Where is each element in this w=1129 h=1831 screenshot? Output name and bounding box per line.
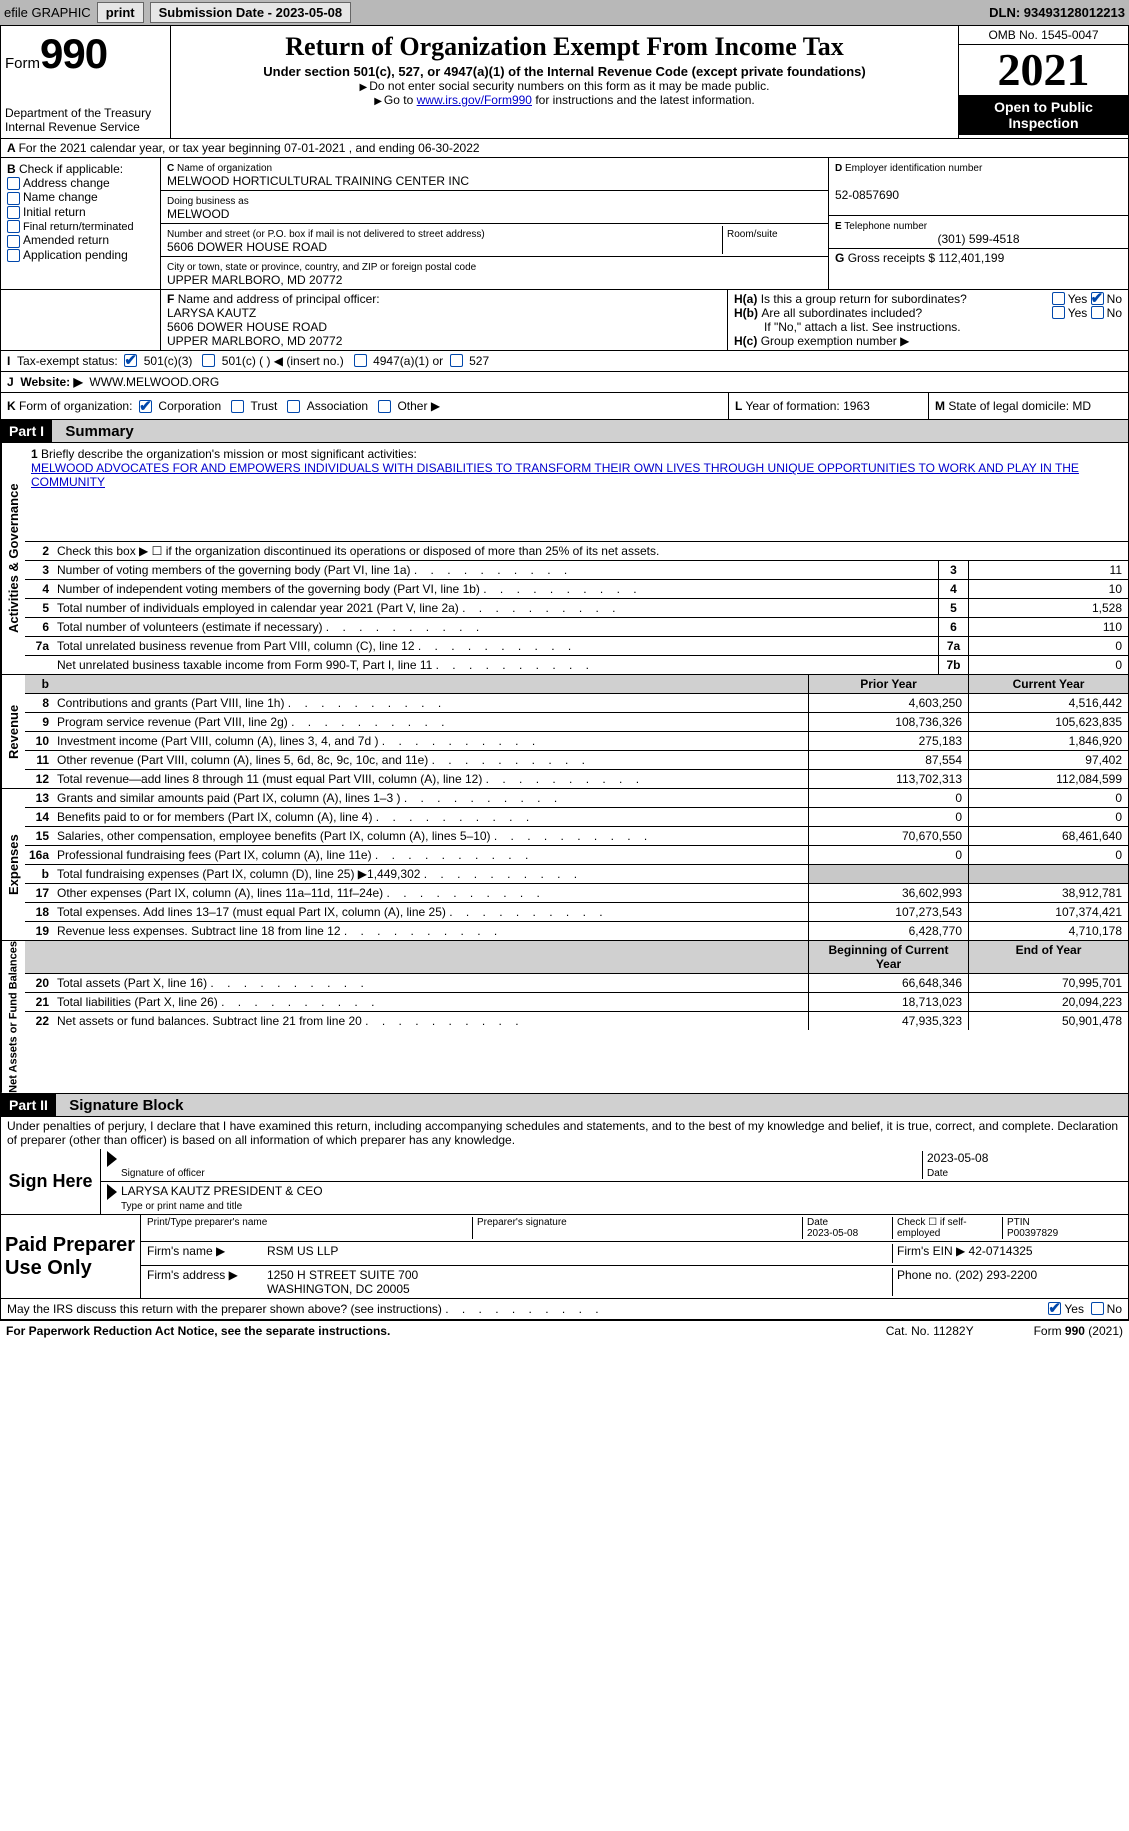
part2-badge: Part II xyxy=(1,1094,56,1116)
sign-here-label: Sign Here xyxy=(1,1149,101,1214)
phone: (301) 599-4518 xyxy=(835,232,1122,246)
chk-initial[interactable]: Initial return xyxy=(23,205,86,219)
ptin: PTIN P00397829 xyxy=(1002,1217,1122,1239)
part1-title: Summary xyxy=(55,423,133,440)
section-a: A For the 2021 calendar year, or tax yea… xyxy=(0,139,1129,158)
discuss-yes[interactable] xyxy=(1048,1302,1061,1315)
vlabel-rev: Revenue xyxy=(1,675,25,788)
form-header: Form990 Department of the Treasury Inter… xyxy=(0,25,1129,139)
part1-badge: Part I xyxy=(1,420,52,442)
top-toolbar: efile GRAPHIC print Submission Date - 20… xyxy=(0,0,1129,25)
chk-name[interactable]: Name change xyxy=(23,190,98,204)
col-prior: Prior Year xyxy=(808,675,968,693)
irs-link[interactable]: www.irs.gov/Form990 xyxy=(417,93,532,107)
mission-text: MELWOOD ADVOCATES FOR AND EMPOWERS INDIV… xyxy=(31,461,1122,489)
domicile: MD xyxy=(1072,399,1091,413)
preparer-label: Paid Preparer Use Only xyxy=(1,1215,141,1298)
ein: 52-0857690 xyxy=(835,188,899,202)
ha-no[interactable] xyxy=(1091,292,1104,305)
website: WWW.MELWOOD.ORG xyxy=(89,375,219,389)
section-fh: F Name and address of principal officer:… xyxy=(0,290,1129,351)
dept-label: Department of the Treasury Internal Reve… xyxy=(5,106,166,134)
efile-label: efile GRAPHIC xyxy=(4,5,91,20)
chk-address[interactable]: Address change xyxy=(23,176,110,190)
dln: DLN: 93493128012213 xyxy=(989,5,1125,20)
summary-expenses: Expenses 13Grants and similar amounts pa… xyxy=(0,789,1129,941)
section-b-label: Check if applicable: xyxy=(19,162,123,176)
perjury-text: Under penalties of perjury, I declare th… xyxy=(0,1117,1129,1149)
sign-date: 2023-05-08 xyxy=(927,1151,988,1165)
form-title: Return of Organization Exempt From Incom… xyxy=(175,32,954,62)
sign-block: Sign Here Signature of officer 2023-05-0… xyxy=(0,1149,1129,1215)
discuss-row: May the IRS discuss this return with the… xyxy=(0,1299,1129,1320)
org-name: MELWOOD HORTICULTURAL TRAINING CENTER IN… xyxy=(167,174,469,188)
firm-addr: 1250 H STREET SUITE 700 xyxy=(267,1268,418,1282)
summary-netassets: Net Assets or Fund Balances Beginning of… xyxy=(0,941,1129,1094)
firm-ein: 42-0714325 xyxy=(969,1244,1033,1258)
summary-governance: Activities & Governance 1 Briefly descri… xyxy=(0,443,1129,675)
firm-name: RSM US LLP xyxy=(267,1244,892,1263)
part2-title: Signature Block xyxy=(59,1097,183,1114)
section-i: I Tax-exempt status: 501(c)(3) 501(c) ( … xyxy=(0,351,1129,372)
page-footer: For Paperwork Reduction Act Notice, see … xyxy=(0,1320,1129,1341)
chk-final[interactable]: Final return/terminated xyxy=(23,221,134,233)
arrow-icon xyxy=(107,1184,117,1200)
form-note2: Go to www.irs.gov/Form990 for instructio… xyxy=(175,93,954,107)
vlabel-gov: Activities & Governance xyxy=(1,443,25,674)
section-klm: K Form of organization: Corporation Trus… xyxy=(0,393,1129,420)
chk-amended[interactable]: Amended return xyxy=(23,233,109,247)
form-note1: Do not enter social security numbers on … xyxy=(175,79,954,93)
vlabel-exp: Expenses xyxy=(1,789,25,940)
section-j: J Website: ▶ WWW.MELWOOD.ORG xyxy=(0,372,1129,393)
form-subtitle: Under section 501(c), 527, or 4947(a)(1)… xyxy=(175,64,954,79)
open-inspection: Open to Public Inspection xyxy=(959,95,1128,135)
city: UPPER MARLBORO, MD 20772 xyxy=(167,273,342,287)
officer-sig-name: LARYSA KAUTZ PRESIDENT & CEO xyxy=(121,1184,323,1198)
summary-revenue: Revenue bPrior YearCurrent Year 8Contrib… xyxy=(0,675,1129,789)
year-formation: 1963 xyxy=(843,399,870,413)
prep-date: Date 2023-05-08 xyxy=(802,1217,892,1239)
room-label: Room/suite xyxy=(727,229,778,240)
vlabel-net: Net Assets or Fund Balances xyxy=(1,941,25,1093)
arrow-icon xyxy=(107,1151,117,1167)
tax-year: 2021 xyxy=(959,45,1128,95)
form-number: Form990 xyxy=(5,30,166,78)
chk-pending[interactable]: Application pending xyxy=(23,248,128,262)
firm-phone: (202) 293-2200 xyxy=(955,1268,1037,1282)
officer-name: LARYSA KAUTZ xyxy=(167,306,256,320)
line2: Check this box ▶ ☐ if the organization d… xyxy=(53,542,1128,560)
print-button[interactable]: print xyxy=(97,2,144,23)
form-ref: Form 990 (2021) xyxy=(1034,1324,1123,1338)
501c3-check[interactable] xyxy=(124,354,137,367)
dba: MELWOOD xyxy=(167,207,229,221)
omb-number: OMB No. 1545-0047 xyxy=(959,26,1128,45)
corp-check[interactable] xyxy=(139,400,152,413)
col-current: Current Year xyxy=(968,675,1128,693)
street: 5606 DOWER HOUSE ROAD xyxy=(167,240,327,254)
submission-date: Submission Date - 2023-05-08 xyxy=(150,2,352,23)
gross-receipts: 112,401,199 xyxy=(938,251,1004,265)
section-bcd: B Check if applicable: Address change Na… xyxy=(0,158,1129,290)
preparer-block: Paid Preparer Use Only Print/Type prepar… xyxy=(0,1215,1129,1299)
